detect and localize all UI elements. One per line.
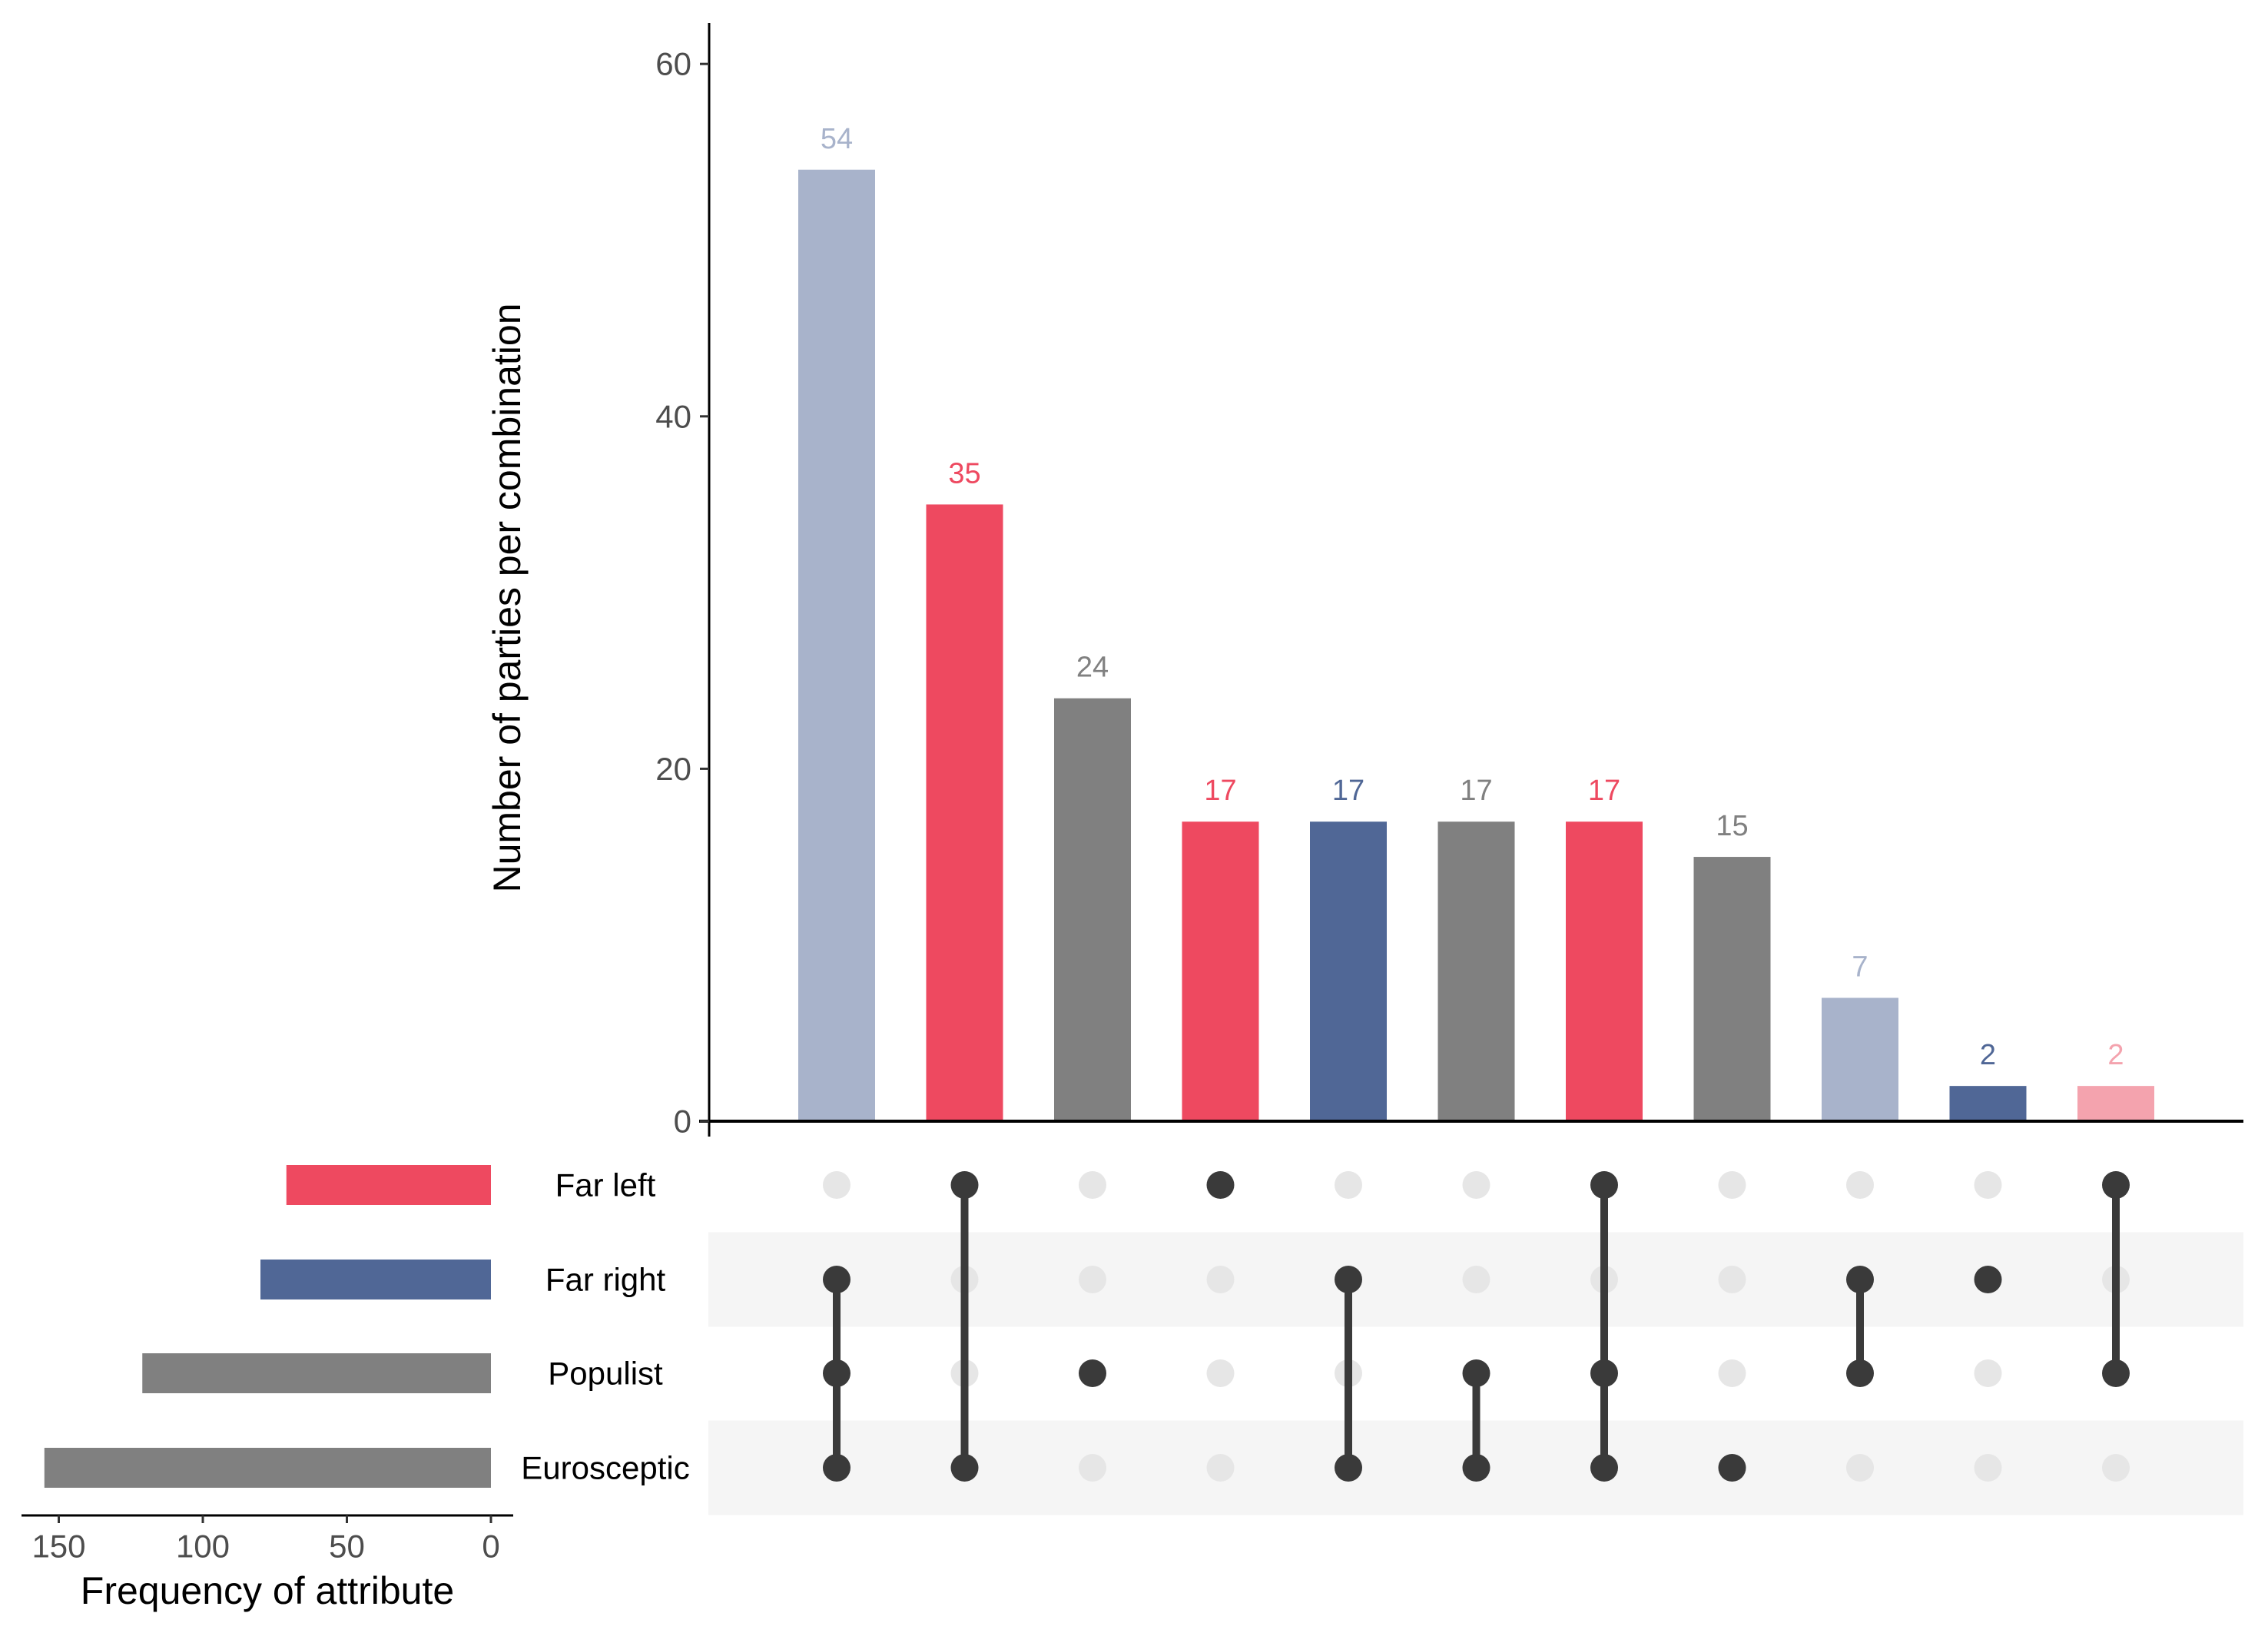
set-size-bar (286, 1165, 491, 1205)
matrix-dot-inactive (1974, 1171, 2002, 1199)
matrix-dot-inactive (1846, 1454, 1874, 1482)
matrix-dot-active (1462, 1359, 1490, 1387)
y-tick-label: 40 (655, 398, 691, 434)
matrix-dot-active (823, 1266, 850, 1293)
set-size-bar (44, 1448, 491, 1488)
combination-bar-label: 24 (1076, 652, 1109, 684)
matrix-column (1335, 1171, 1362, 1482)
matrix-dot-active (1590, 1171, 1618, 1199)
matrix-dot-active (1079, 1359, 1106, 1387)
matrix-dot-inactive (1206, 1266, 1235, 1293)
combination-bar (1822, 997, 1898, 1121)
combination-bar (1310, 821, 1387, 1121)
set-size-axis: 150 100 50 0 (22, 1514, 513, 1565)
combination-bar (1182, 821, 1259, 1121)
matrix-dot-active (2102, 1171, 2130, 1199)
combination-bar-label: 17 (1204, 775, 1236, 807)
combination-bar (1949, 1086, 2027, 1121)
matrix-dot-inactive (1462, 1266, 1490, 1293)
matrix-column (1974, 1171, 2002, 1482)
matrix-dot-inactive (1206, 1454, 1235, 1482)
matrix-column (1718, 1171, 1746, 1482)
matrix-dot-inactive (2102, 1454, 2130, 1482)
matrix-column (1079, 1171, 1106, 1482)
combination-bar-label: 15 (1716, 810, 1748, 842)
matrix-dot-inactive (1079, 1454, 1106, 1482)
set-label: Far right (545, 1262, 666, 1298)
set-size-tick-label: 0 (482, 1528, 499, 1565)
matrix-dot-inactive (1079, 1171, 1106, 1199)
y-ticks: 0 20 40 60 (655, 46, 709, 1140)
set-label: Far left (555, 1167, 656, 1203)
combination-bar-labels: 54 35 24 17 17 17 17 15 7 2 2 (821, 123, 2124, 1071)
matrix-dot-active (1462, 1454, 1490, 1482)
y-tick-label: 60 (655, 46, 691, 82)
y-axis (699, 23, 2243, 1137)
combination-bar-label: 35 (948, 457, 980, 490)
matrix-dot-active (1718, 1454, 1746, 1482)
combination-bar (926, 504, 1003, 1121)
set-label: Populist (548, 1356, 663, 1392)
set-label: Eurosceptic (521, 1450, 689, 1486)
combination-bar-label: 2 (1980, 1039, 1996, 1071)
matrix-dot-inactive (823, 1171, 850, 1199)
combination-bars (798, 169, 2154, 1121)
combination-bar (2077, 1086, 2154, 1121)
matrix-column (2102, 1171, 2130, 1482)
matrix-dot-inactive (1335, 1171, 1362, 1199)
matrix-column (1590, 1171, 1618, 1482)
matrix-dot-inactive (1718, 1266, 1746, 1293)
matrix-dot-active (1590, 1359, 1618, 1387)
set-size-bar (260, 1260, 491, 1299)
set-size-tick-label: 50 (329, 1528, 365, 1565)
matrix-column (1206, 1171, 1235, 1482)
set-labels: Far left Far right Populist Eurosceptic (521, 1167, 689, 1486)
combination-bar-label: 17 (1332, 775, 1364, 807)
matrix-dot-active (1974, 1266, 2002, 1293)
set-size-bars (44, 1165, 491, 1488)
matrix-column (1846, 1171, 1874, 1482)
matrix-dot-active (1846, 1266, 1874, 1293)
matrix-dot-active (1206, 1171, 1235, 1199)
set-size-axis-title: Frequency of attribute (81, 1569, 454, 1612)
combination-bar-label: 54 (821, 123, 853, 155)
set-size-tick-label: 100 (176, 1528, 230, 1565)
set-size-tick-label: 150 (32, 1528, 85, 1565)
matrix-dot-inactive (1079, 1266, 1106, 1293)
matrix-dot-active (950, 1454, 979, 1482)
matrix-dot-active (1590, 1454, 1618, 1482)
matrix-dot-active (950, 1171, 979, 1199)
matrix-dot-inactive (1718, 1359, 1746, 1387)
combination-bar-label: 17 (1460, 775, 1492, 807)
y-tick-label: 20 (655, 751, 691, 787)
matrix-dot-inactive (1206, 1359, 1235, 1387)
matrix-dot-active (2102, 1359, 2130, 1387)
set-size-bar (142, 1353, 491, 1393)
matrix-dot-inactive (1846, 1171, 1874, 1199)
combination-bar-label: 17 (1588, 775, 1620, 807)
matrix-dot-inactive (1974, 1454, 2002, 1482)
matrix-dot-active (1335, 1454, 1362, 1482)
matrix-dot-active (1335, 1266, 1362, 1293)
matrix-dot-active (1846, 1359, 1874, 1387)
combination-bar (1566, 821, 1643, 1121)
matrix-dot-inactive (1718, 1171, 1746, 1199)
matrix-column (950, 1171, 979, 1482)
combination-bar-label: 2 (2107, 1039, 2124, 1071)
combination-bar (1437, 821, 1515, 1121)
matrix-dot-active (823, 1454, 850, 1482)
combination-bar (1054, 698, 1131, 1121)
matrix-column (823, 1171, 850, 1482)
y-tick-label: 0 (674, 1104, 691, 1140)
combination-bar-label: 7 (1852, 951, 1868, 983)
matrix-dot-active (823, 1359, 850, 1387)
matrix-dot-inactive (1462, 1171, 1490, 1199)
combination-matrix (823, 1171, 2130, 1482)
y-axis-title: Number of parties per combination (486, 303, 529, 892)
combination-bar (798, 169, 875, 1121)
matrix-column (1462, 1171, 1490, 1482)
combination-bar (1693, 857, 1771, 1121)
matrix-dot-inactive (1974, 1359, 2002, 1387)
